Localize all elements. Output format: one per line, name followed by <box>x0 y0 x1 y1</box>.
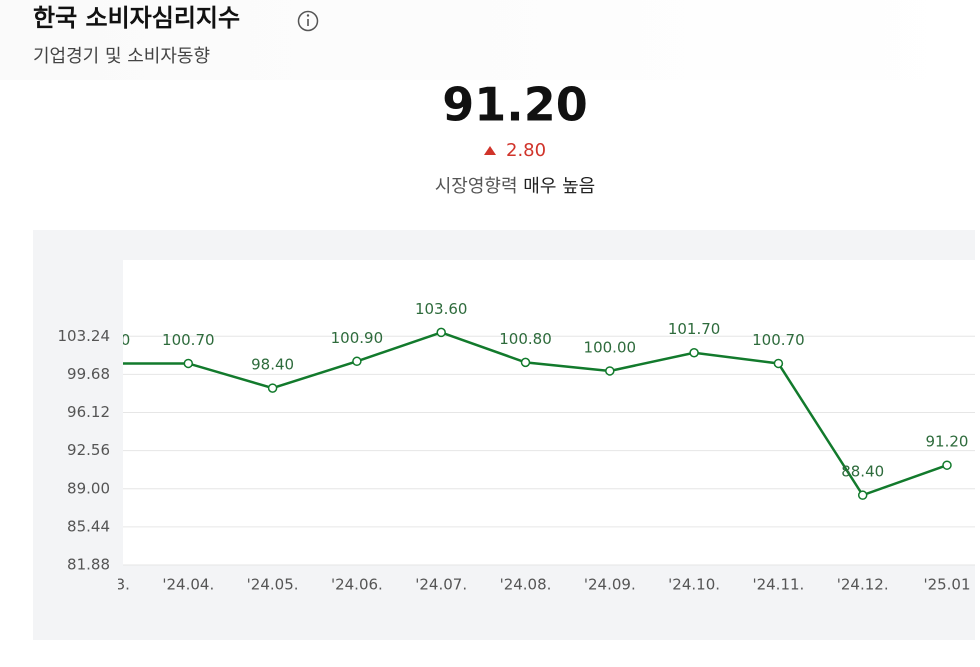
x-tick-label: '25.01 <box>923 576 970 594</box>
y-tick-label: 89.00 <box>67 479 110 497</box>
x-tick-label: '24.09. <box>584 576 636 594</box>
x-tick-label: '24.05. <box>247 576 299 594</box>
value-label: 100.70 <box>78 331 131 349</box>
value-label: 100.80 <box>499 330 552 348</box>
value-label: 88.40 <box>841 463 884 481</box>
current-value: 91.20 <box>442 78 588 132</box>
x-tick-label: '24.10. <box>668 576 720 594</box>
y-tick-label: 99.68 <box>67 365 110 383</box>
x-tick-label: '24.04. <box>162 576 214 594</box>
grid <box>123 335 975 566</box>
value-label: 100.70 <box>752 331 805 349</box>
point <box>520 357 531 368</box>
value-label: 91.20 <box>926 433 969 451</box>
x-tick-label: '24.07. <box>415 576 467 594</box>
impact-label: 시장영향력 <box>435 176 518 197</box>
y-tick-label: 92.56 <box>67 441 110 459</box>
change: 2.80 <box>506 140 546 161</box>
value-label: 101.70 <box>668 320 721 338</box>
impact-value: 매우 높음 <box>523 176 595 197</box>
plot: 100.70 100.70 98.40 100.90 103.60 100.80 100.0… <box>78 300 969 500</box>
x-tick-label: '24.11. <box>752 576 804 594</box>
x-tick-label: '24.08. <box>500 576 552 594</box>
y-tick-label: 103.24 <box>58 327 111 345</box>
y-tick-label: 96.12 <box>67 403 110 421</box>
point <box>857 490 868 500</box>
value-label: 98.40 <box>251 356 294 374</box>
title: 한국 소비자심리지수 <box>33 4 240 32</box>
subtitle: 기업경기 및 소비자동향 <box>33 46 210 67</box>
value-label: 100.00 <box>584 338 637 356</box>
x-tick-label: '24.12. <box>837 576 889 594</box>
info-icon[interactable] <box>297 10 319 32</box>
point <box>183 358 194 369</box>
y-tick-label: 81.88 <box>67 556 110 574</box>
up-arrow <box>484 146 496 155</box>
point <box>773 358 784 369</box>
point <box>942 460 952 470</box>
value-label: 100.70 <box>162 331 215 349</box>
point <box>605 366 615 376</box>
point <box>267 383 278 393</box>
point <box>689 347 699 358</box>
impact: 시장영향력 매우 높음 <box>435 176 596 197</box>
x-tick-label: '24.03. <box>78 576 130 594</box>
value-label: 100.90 <box>331 329 384 347</box>
x-tick-label: '24.06. <box>331 576 383 594</box>
x-axis: '24.03. '24.04. '24.05. '24.06. '24.07. '24.0… <box>78 576 971 594</box>
point <box>436 327 446 338</box>
y-tick-label: 85.44 <box>67 517 110 535</box>
header-bg <box>0 0 980 80</box>
value-label: 103.60 <box>415 300 468 318</box>
point <box>352 356 362 367</box>
